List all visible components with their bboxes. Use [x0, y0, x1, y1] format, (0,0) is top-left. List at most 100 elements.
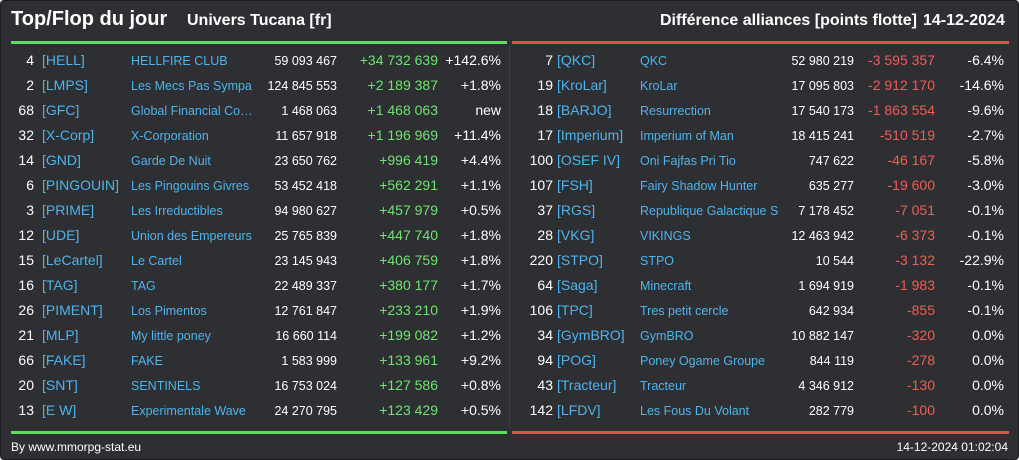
alliance-name-link[interactable]: Les Mecs Pas Sympa [131, 79, 252, 93]
alliance-tag-link[interactable]: [GND] [42, 152, 81, 168]
alliance-tag-link[interactable]: [STPO] [557, 252, 603, 268]
table-row: 107 [FSH] Fairy Shadow Hunter 635 277 -19 60… [511, 173, 1018, 198]
percent-change: +1.8% [460, 227, 501, 243]
alliance-name-link[interactable]: Los Pimentos [131, 304, 207, 318]
alliance-points: 12 761 847 [274, 304, 337, 318]
alliance-tag-link[interactable]: [SNT] [42, 377, 78, 393]
percent-change: +1.9% [460, 302, 501, 318]
alliance-name-link[interactable]: Les Irreductibles [131, 204, 223, 218]
alliance-name-link[interactable]: Le Cartel [131, 254, 182, 268]
alliance-name-link[interactable]: FAKE [131, 354, 163, 368]
table-row: 4 [HELL] HELLFIRE CLUB 59 093 467 +34 732 63… [1, 48, 509, 73]
alliance-name-link[interactable]: Garde De Nuit [131, 154, 211, 168]
alliance-tag-link[interactable]: [PIMENT] [42, 302, 103, 318]
alliance-tag-link[interactable]: [FAKE] [42, 352, 86, 368]
alliance-points: 18 415 241 [791, 129, 854, 143]
alliance-name-link[interactable]: Les Pingouins Givres [131, 179, 250, 193]
alliance-rank: 32 [18, 127, 34, 143]
alliance-name-link[interactable]: Experimentale Wave [131, 404, 246, 418]
alliance-tag-link[interactable]: [LFDV] [557, 402, 601, 418]
alliance-tag-link[interactable]: [LeCartel] [42, 252, 103, 268]
alliance-tag-link[interactable]: [FSH] [557, 177, 593, 193]
alliance-tag-link[interactable]: [POG] [557, 352, 596, 368]
points-difference: +1 468 063 [367, 102, 438, 118]
alliance-name-link[interactable]: SENTINELS [131, 379, 201, 393]
alliance-tag-link[interactable]: [UDE] [42, 227, 80, 243]
alliance-tag-link[interactable]: [OSEF IV] [557, 152, 621, 168]
alliance-points: 23 650 762 [274, 154, 337, 168]
alliance-rank: 68 [18, 102, 34, 118]
alliance-name-link[interactable]: Minecraft [640, 279, 692, 293]
alliance-rank: 20 [18, 377, 34, 393]
alliance-name-link[interactable]: Union des Empereurs [131, 229, 252, 243]
alliance-tag-link[interactable]: [GymBRO] [557, 327, 625, 343]
alliance-tag-link[interactable]: [GFC] [42, 102, 80, 118]
alliance-tag-link[interactable]: [RGS] [557, 202, 596, 218]
alliance-name-link[interactable]: TAG [131, 279, 156, 293]
alliance-tag-link[interactable]: [KroLar] [557, 77, 607, 93]
table-row: 43 [Tracteur] Tracteur 4 346 912 -130 0.0% [511, 373, 1018, 398]
universe-label: Univers Tucana [fr] [187, 12, 332, 29]
alliance-tag-link[interactable]: [PRIME] [42, 202, 95, 218]
alliance-name-link[interactable]: X-Corporation [131, 129, 209, 143]
alliance-tag-link[interactable]: [MLP] [42, 327, 79, 343]
table-row: 64 [Saga] Minecraft 1 694 919 -1 983 -0.1% [511, 273, 1018, 298]
alliance-name-link[interactable]: Fairy Shadow Hunter [640, 179, 758, 193]
alliance-points: 12 463 942 [791, 229, 854, 243]
alliance-tag-link[interactable]: [E W] [42, 402, 77, 418]
alliance-tag-link[interactable]: [TAG] [42, 277, 78, 293]
alliance-name-link[interactable]: Les Fous Du Volant [640, 404, 750, 418]
alliance-tag-link[interactable]: [PINGOUIN] [42, 177, 120, 193]
alliance-name-link[interactable]: Tres petit cercle [640, 304, 729, 318]
alliance-points: 25 765 839 [274, 229, 337, 243]
percent-change: -0.1% [967, 302, 1004, 318]
alliance-name-link[interactable]: Imperium of Man [640, 129, 734, 143]
top-divider-green [11, 41, 507, 44]
alliance-name-link[interactable]: Resurrection [640, 104, 711, 118]
percent-change: -22.9% [959, 252, 1004, 268]
alliance-tag-link[interactable]: [LMPS] [42, 77, 88, 93]
percent-change: +11.4% [454, 127, 501, 143]
alliance-name-link[interactable]: QKC [640, 54, 668, 68]
alliance-tag-link[interactable]: [HELL] [42, 52, 85, 68]
alliance-points: 17 095 803 [791, 79, 854, 93]
alliance-name-link[interactable]: My little poney [131, 329, 211, 343]
alliance-name-link[interactable]: Tracteur [640, 379, 687, 393]
alliance-tag-link[interactable]: [X-Corp] [42, 127, 95, 143]
percent-change: 0.0% [972, 402, 1004, 418]
ranking-type-label: Différence alliances [points flotte] [660, 12, 917, 29]
alliance-name-link[interactable]: STPO [640, 254, 675, 268]
alliance-tag-link[interactable]: [Saga] [557, 277, 598, 293]
percent-change: +4.4% [460, 152, 501, 168]
alliance-tag-link[interactable]: [Tracteur] [557, 377, 617, 393]
percent-change: +0.5% [460, 402, 501, 418]
alliance-name-link[interactable]: KroLar [640, 79, 678, 93]
points-difference: -510 519 [879, 127, 935, 143]
alliance-name-link[interactable]: VIKINGS [640, 229, 691, 243]
alliance-name-link[interactable]: Oni Fajfas Pri Tio [640, 154, 736, 168]
alliance-rank: 66 [18, 352, 34, 368]
alliance-name-link[interactable]: Republique Galactique S [640, 204, 778, 218]
percent-change: +1.1% [460, 177, 501, 193]
alliance-rank: 19 [537, 77, 553, 93]
alliance-rank: 16 [18, 277, 34, 293]
alliance-tag-link[interactable]: [VKG] [557, 227, 595, 243]
alliance-tag-link[interactable]: [BARJO] [557, 102, 612, 118]
points-difference: +406 759 [379, 252, 438, 268]
table-row: 34 [GymBRO] GymBRO 10 882 147 -320 0.0% [511, 323, 1018, 348]
source-credit: By www.mmorpg-stat.eu [11, 440, 142, 454]
points-difference: -130 [906, 377, 935, 393]
alliance-name-link[interactable]: Global Financial Coa... [131, 104, 257, 118]
points-difference: -3 595 357 [868, 52, 935, 68]
percent-change: new [475, 102, 501, 118]
alliance-name-link[interactable]: HELLFIRE CLUB [131, 54, 228, 68]
alliance-tag-link[interactable]: [QKC] [557, 52, 596, 68]
points-difference: -855 [906, 302, 935, 318]
alliance-name-link[interactable]: Poney Ogame Groupe [640, 354, 766, 368]
column-separator [509, 46, 510, 428]
alliance-tag-link[interactable]: [TPC] [557, 302, 593, 318]
page-title: Top/Flop du jour [11, 8, 168, 30]
alliance-name-link[interactable]: GymBRO [640, 329, 694, 343]
alliance-tag-link[interactable]: [Imperium] [557, 127, 624, 143]
